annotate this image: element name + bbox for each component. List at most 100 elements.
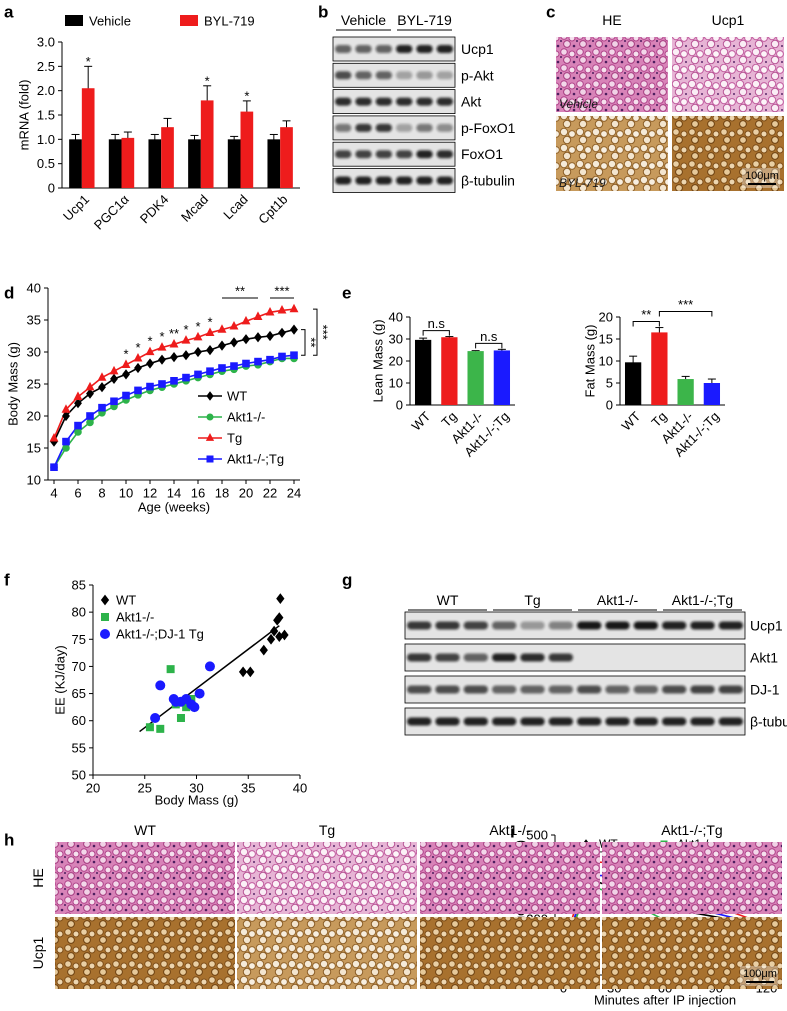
x-axis-label: Age (weeks) [138,500,210,515]
marker [218,364,226,372]
marker [74,421,82,430]
panel-letter: e [342,284,351,303]
x-axis-label: Minutes after IP injection [594,993,736,1008]
blot-band [690,717,715,726]
blot-row-label: Ucp1 [461,41,494,57]
marker [266,355,274,364]
blot-band [577,685,602,694]
bar [280,127,293,188]
x-tick-label: PGC1α [91,191,132,232]
blot-band [662,621,687,630]
y-tick-label: 15 [599,332,613,347]
y-tick-label: 70 [72,659,86,674]
y-tick-label: 20 [389,354,403,369]
blot-band [375,176,392,185]
blot-band [436,71,453,80]
blot-row-label: Akt [461,94,481,110]
marker [62,437,70,446]
blot-band [396,45,413,53]
blot-band [548,621,573,630]
marker [278,352,286,361]
marker [73,391,83,400]
y-tick-label: 10 [599,354,613,369]
bar [108,139,122,188]
blot-band [463,653,488,662]
marker [254,332,262,343]
marker [181,335,191,344]
x-tick-label: Mcad [178,192,211,225]
blot-band [355,45,372,53]
significance: * [123,346,128,361]
legend-swatch [65,15,83,26]
lane-group-label: WT [437,592,459,608]
panel-letter: h [4,831,14,850]
blot-row-label: Akt1 [750,650,778,666]
y-tick-label: 2.5 [37,59,55,74]
bar [624,362,642,405]
lane-group-label: Vehicle [341,12,386,28]
marker [74,398,82,409]
micrograph [602,842,782,914]
marker [204,661,215,672]
blot-band [335,123,352,132]
x-tick-label: 20 [239,486,253,501]
blot-band [396,150,413,159]
blot-strip [332,141,456,167]
legend-label: Tg [227,431,242,446]
column-label: HE [602,12,621,28]
x-tick-label: 14 [167,486,181,501]
marker [218,340,226,351]
significance: *** [274,284,289,299]
bracket [658,311,713,317]
marker [266,633,276,645]
blot-band [605,685,630,694]
panel-letter: i [510,823,515,842]
significance: * [205,73,210,88]
row-label: HE [30,868,46,887]
bar [200,100,214,188]
blot-band [416,45,433,53]
x-tick-label: 8 [98,486,105,501]
blot-band [436,45,453,53]
marker [206,367,214,375]
bar [188,139,201,188]
y-tick-label: 0 [396,398,403,413]
panel-letter: c [546,3,555,22]
micrograph [672,37,784,112]
marker [230,337,238,348]
blot-band [396,97,413,106]
blot-band [435,621,460,630]
blot-row-label: Ucp1 [750,618,783,634]
marker [217,324,227,333]
marker [170,377,178,385]
legend-swatch [180,15,198,26]
x-tick-label: 25 [138,781,152,796]
blot-band [407,717,432,726]
blot-band [436,97,453,106]
blot-band [335,150,352,159]
blot-band [520,621,545,630]
x-axis-label: Body Mass (g) [155,793,239,808]
marker [275,612,284,623]
scale-label: 100μm [743,968,777,980]
x-tick-label: 22 [263,486,277,501]
marker [278,327,286,338]
blot-band [605,621,630,630]
x-tick-label: WT [619,409,644,434]
blot-row-label: β-tubulin [750,714,787,730]
y-axis-label: Body Mass (g) [6,342,21,426]
marker [157,342,167,351]
blot-band [492,653,517,662]
blot-band [335,97,352,106]
significance: ** [641,307,651,322]
bar [81,88,95,188]
blot-band [416,71,433,80]
marker [194,370,202,379]
blot-band [355,71,372,80]
marker [182,350,190,361]
row-label: Ucp1 [30,936,46,969]
column-label: Akt1-/- [489,822,531,838]
marker [134,386,142,395]
